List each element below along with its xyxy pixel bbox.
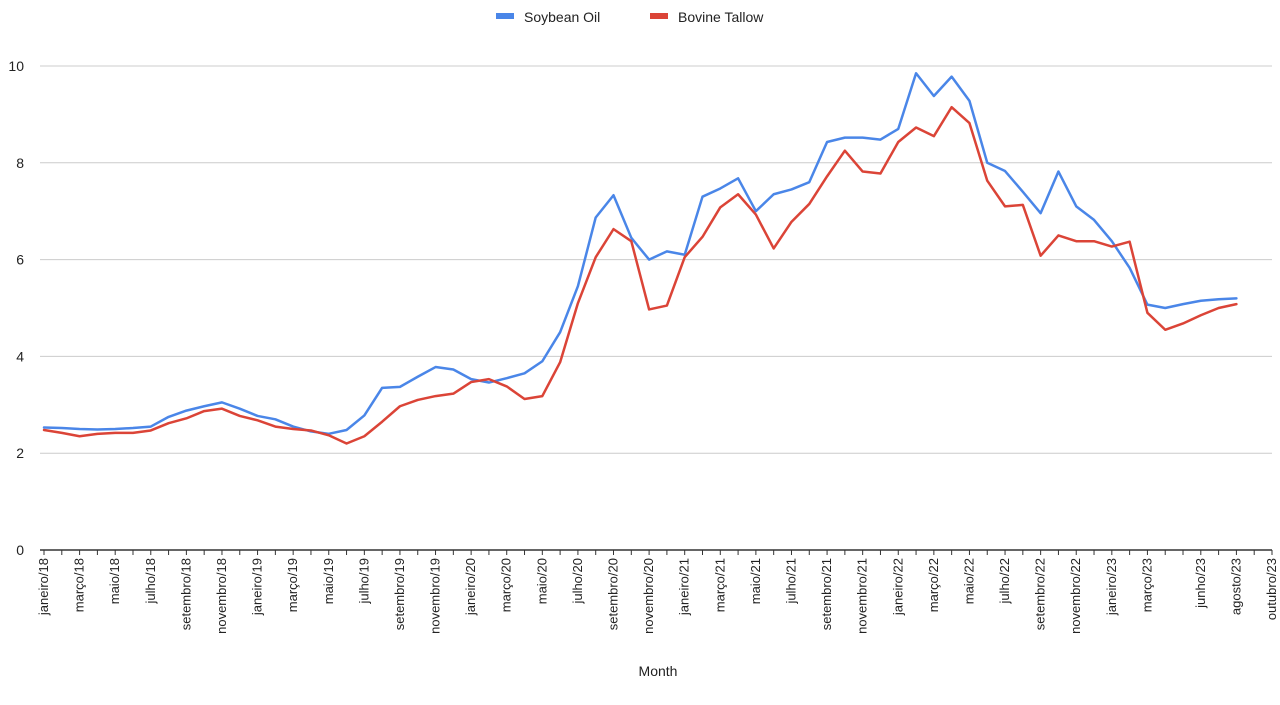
- x-tick-label: março/18: [72, 558, 87, 612]
- x-tick-label: julho/21: [783, 558, 798, 605]
- x-tick-label: março/20: [499, 558, 514, 612]
- series-line-soybean-oil: [42, 72, 1238, 436]
- gridlines: [40, 65, 1272, 454]
- legend-label: Bovine Tallow: [678, 9, 764, 25]
- legend: Soybean Oil Bovine Tallow: [496, 9, 764, 25]
- legend-label: Soybean Oil: [524, 9, 600, 25]
- y-tick-label: 4: [16, 348, 24, 364]
- x-tick-label: setembro/20: [606, 558, 621, 630]
- y-tick-label: 8: [16, 155, 24, 171]
- x-tick-label: março/23: [1139, 558, 1154, 612]
- x-tick-label: novembro/20: [641, 558, 656, 634]
- series-lines: [42, 72, 1238, 445]
- y-tick-label: 2: [16, 445, 24, 461]
- legend-swatch: [496, 13, 514, 19]
- x-tick-label: agosto/23: [1228, 558, 1243, 615]
- series-line-bovine-tallow: [42, 105, 1238, 445]
- x-axis: janeiro/18 março/18 maio/18 julho/18 setembr…: [36, 549, 1279, 634]
- x-tick-label: janeiro/22: [890, 558, 905, 616]
- x-tick-label: novembro/19: [428, 558, 443, 634]
- x-tick-label: novembro/21: [855, 558, 870, 634]
- x-tick-label: maio/19: [321, 558, 336, 604]
- y-tick-label: 6: [16, 252, 24, 268]
- x-tick-label: julho/18: [143, 558, 158, 605]
- x-tick-label: junho/23: [1193, 558, 1208, 609]
- x-tick-label: setembro/18: [178, 558, 193, 630]
- x-tick-label: março/21: [712, 558, 727, 612]
- x-axis-tickmarks: [43, 550, 1273, 555]
- x-tick-label: janeiro/20: [463, 558, 478, 616]
- x-tick-label: maio/21: [748, 558, 763, 604]
- x-tick-label: janeiro/18: [36, 558, 51, 616]
- x-tick-label: novembro/18: [214, 558, 229, 634]
- x-tick-label: setembro/21: [819, 558, 834, 630]
- x-tick-label: julho/20: [570, 558, 585, 605]
- y-tick-label: 10: [8, 58, 24, 74]
- y-axis-ticks: 0 2 4 6 8 10: [8, 58, 24, 558]
- x-tick-label: novembro/22: [1068, 558, 1083, 634]
- legend-swatch: [650, 13, 668, 19]
- x-tick-label: janeiro/21: [677, 558, 692, 616]
- y-tick-label: 0: [16, 542, 24, 558]
- x-tick-label: janeiro/23: [1104, 558, 1119, 616]
- x-tick-label: março/22: [926, 558, 941, 612]
- x-axis-title: Month: [639, 663, 678, 679]
- x-tick-label: outubro/23: [1264, 558, 1279, 620]
- x-tick-label: julho/19: [356, 558, 371, 605]
- x-tick-label: julho/22: [997, 558, 1012, 605]
- x-tick-label: maio/18: [107, 558, 122, 604]
- x-tick-label: maio/20: [534, 558, 549, 604]
- x-tick-label: março/19: [285, 558, 300, 612]
- x-axis-tick-labels: janeiro/18 março/18 maio/18 julho/18 setembr…: [36, 558, 1279, 634]
- x-tick-label: setembro/22: [1033, 558, 1048, 630]
- x-tick-label: janeiro/19: [250, 558, 265, 616]
- x-tick-label: maio/22: [961, 558, 976, 604]
- x-tick-label: setembro/19: [392, 558, 407, 630]
